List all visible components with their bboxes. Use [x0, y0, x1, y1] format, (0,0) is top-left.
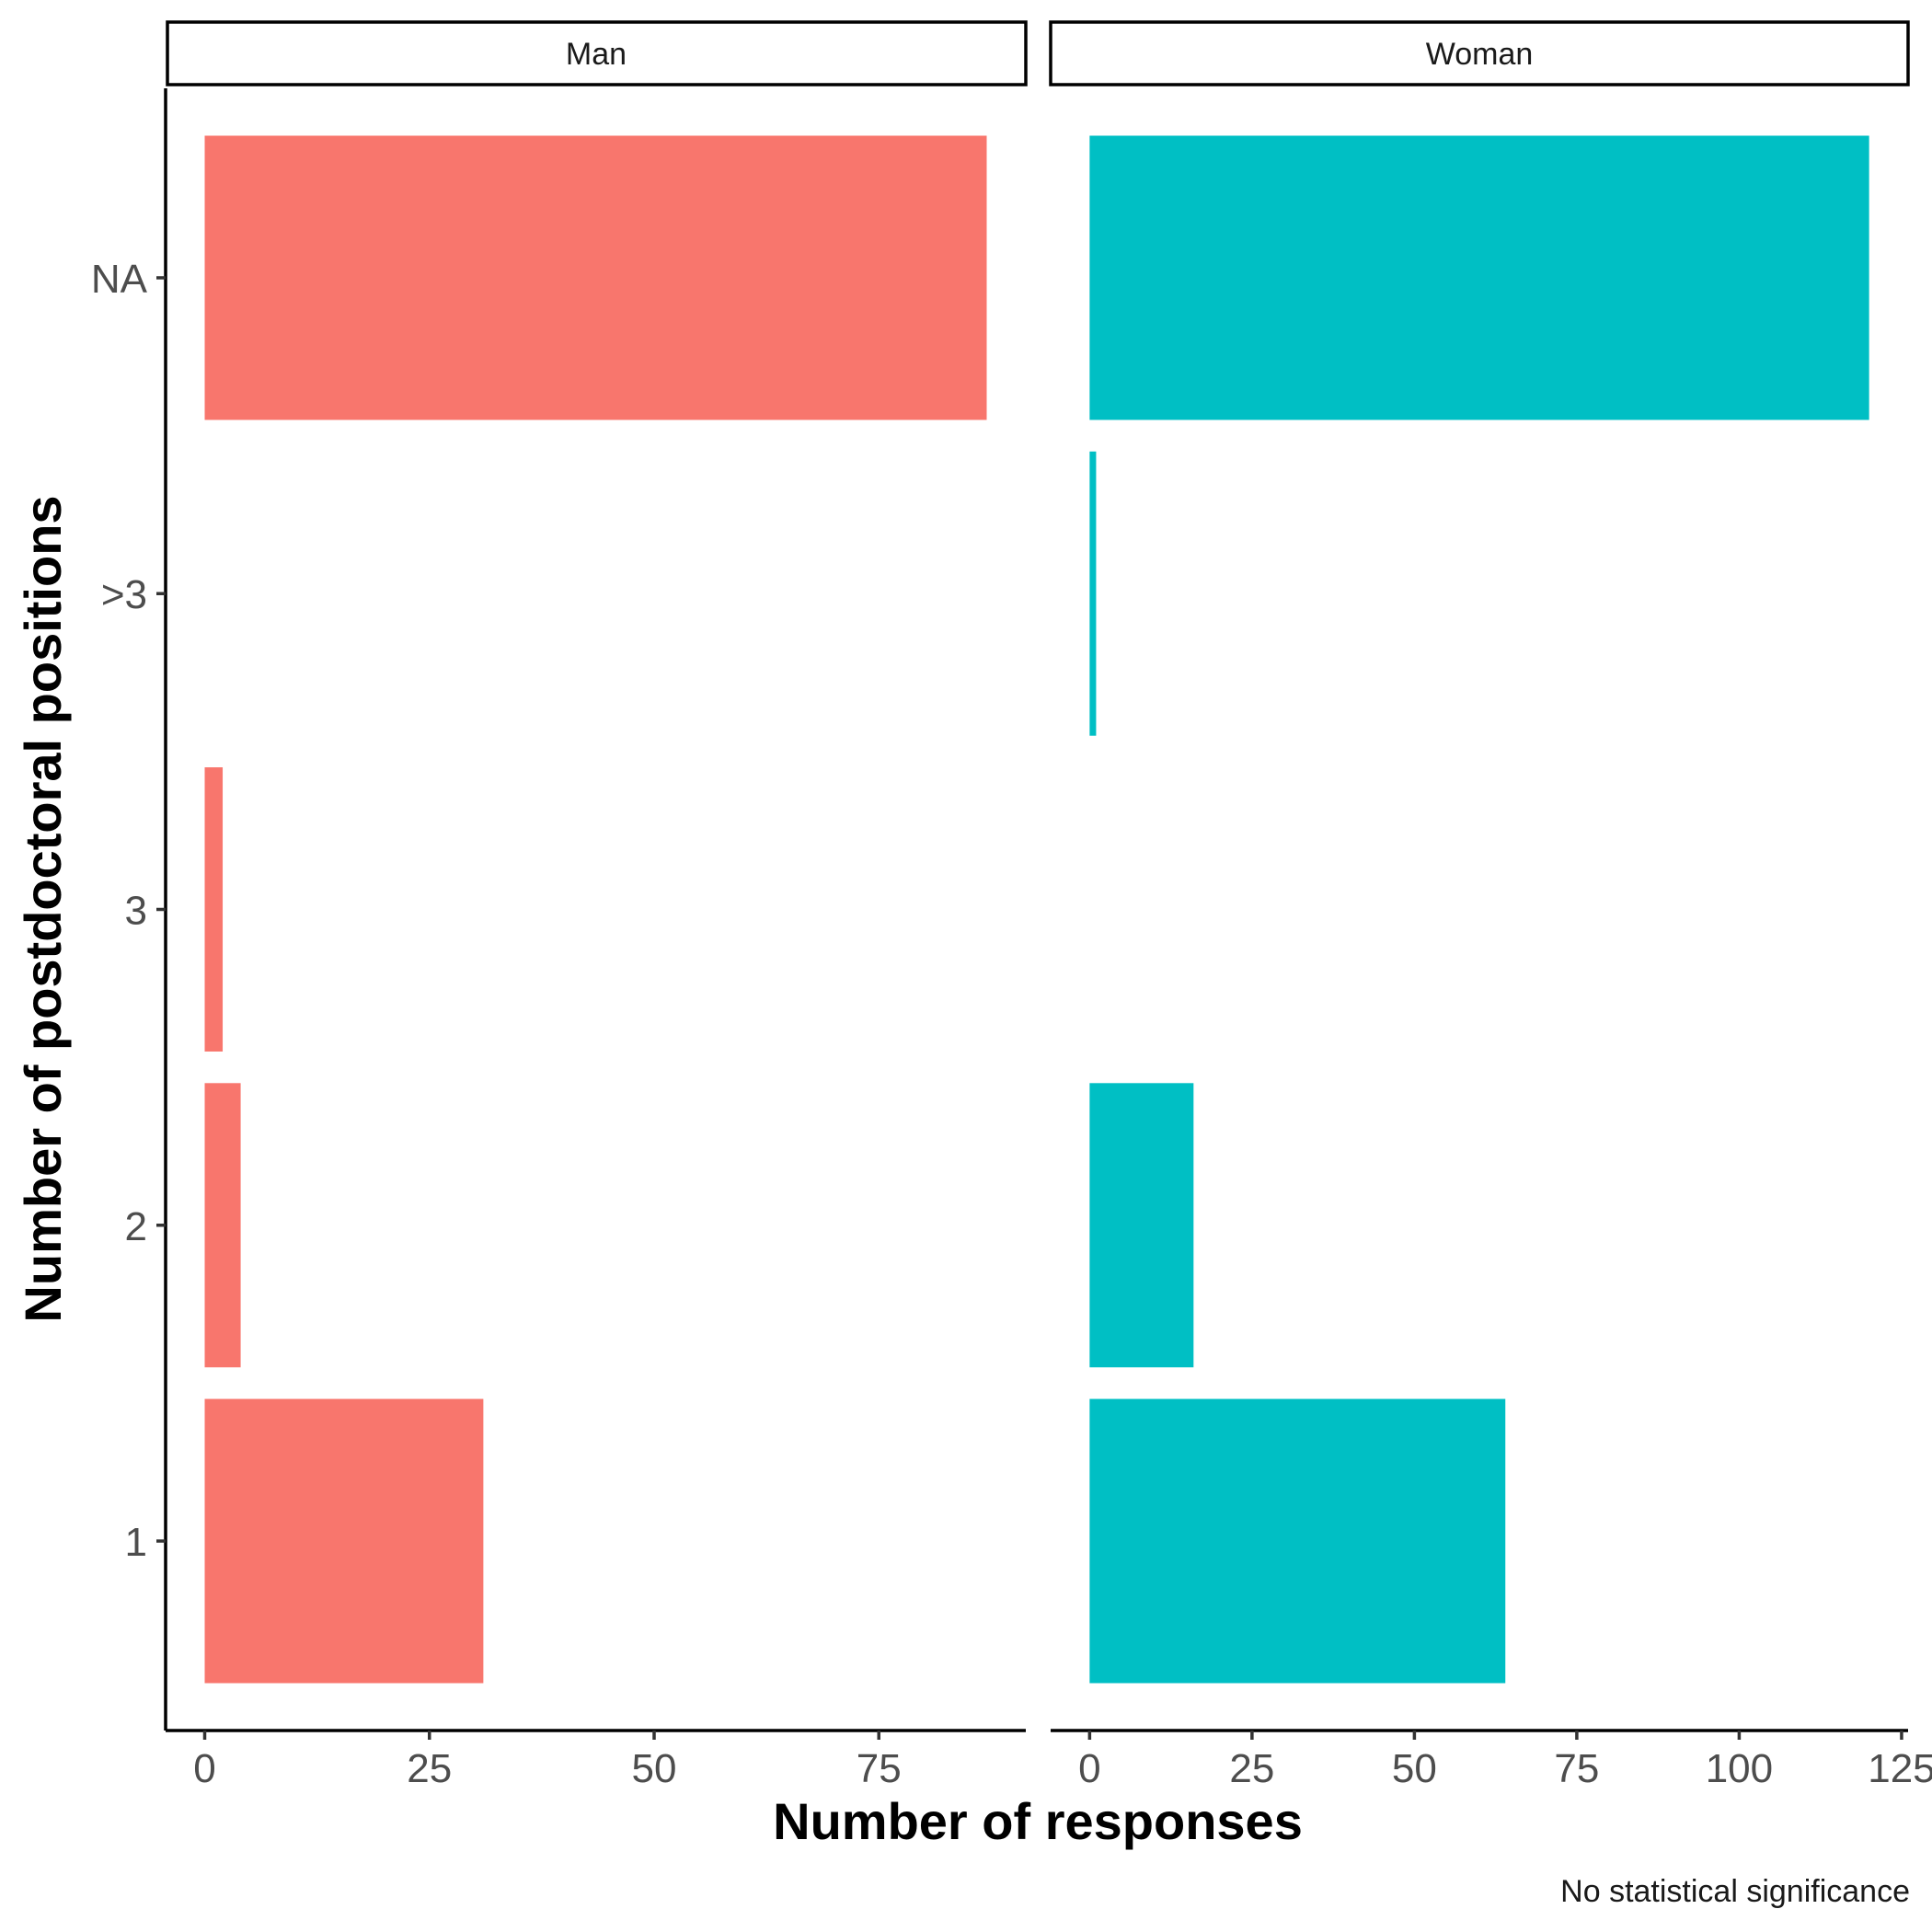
- bar-woman-3: [1089, 451, 1097, 736]
- x-tick-label-man-3: 75: [857, 1746, 902, 1791]
- x-tick-label-woman-5: 125: [1868, 1746, 1932, 1791]
- x-tick-label-woman-3: 75: [1554, 1746, 1599, 1791]
- x-tick-label-woman-0: 0: [1078, 1746, 1100, 1791]
- x-tick-label-man-2: 50: [632, 1746, 677, 1791]
- bar-man-2: [204, 767, 224, 1052]
- y-axis-title: Number of postdoctoral positions: [14, 495, 72, 1322]
- x-tick-label-woman-2: 50: [1392, 1746, 1437, 1791]
- bar-woman-1: [1089, 1083, 1194, 1368]
- facet-woman: Woman 0 25 50 75 100 125: [1049, 20, 1932, 1791]
- x-tick-label-man-0: 0: [193, 1746, 215, 1791]
- x-tick-label-man-1: 25: [407, 1746, 452, 1791]
- x-axis-title: Number of responses: [773, 1792, 1303, 1850]
- bar-man-1: [204, 1083, 241, 1368]
- bar-woman-4: [1089, 135, 1869, 420]
- y-tick-label-0: 1: [125, 1520, 147, 1565]
- y-ticks: 1 2 3 >3 NA: [91, 257, 166, 1565]
- x-ticks-man: 0 25 50 75: [193, 1731, 902, 1791]
- x-tick-label-woman-1: 25: [1229, 1746, 1274, 1791]
- caption: No statistical significance: [1560, 1874, 1910, 1909]
- facet-man: Man 0 25 50 75: [164, 20, 1028, 1791]
- y-tick-label-3: >3: [101, 572, 147, 617]
- bars-man: [204, 135, 987, 1684]
- bar-man-4: [204, 135, 987, 420]
- y-tick-label-1: 2: [125, 1204, 147, 1249]
- y-tick-label-2: 3: [125, 889, 147, 934]
- bars-woman: [1089, 135, 1869, 1684]
- x-ticks-woman: 0 25 50 75 100 125: [1078, 1731, 1932, 1791]
- y-tick-label-4: NA: [91, 257, 148, 302]
- strip-man: [166, 20, 1028, 86]
- strip-label-woman: Woman: [1426, 37, 1534, 72]
- strip-label-man: Man: [566, 37, 627, 72]
- bar-woman-0: [1089, 1398, 1506, 1684]
- strip-woman: [1049, 20, 1910, 86]
- bar-man-0: [204, 1398, 484, 1684]
- x-tick-label-woman-4: 100: [1706, 1746, 1773, 1791]
